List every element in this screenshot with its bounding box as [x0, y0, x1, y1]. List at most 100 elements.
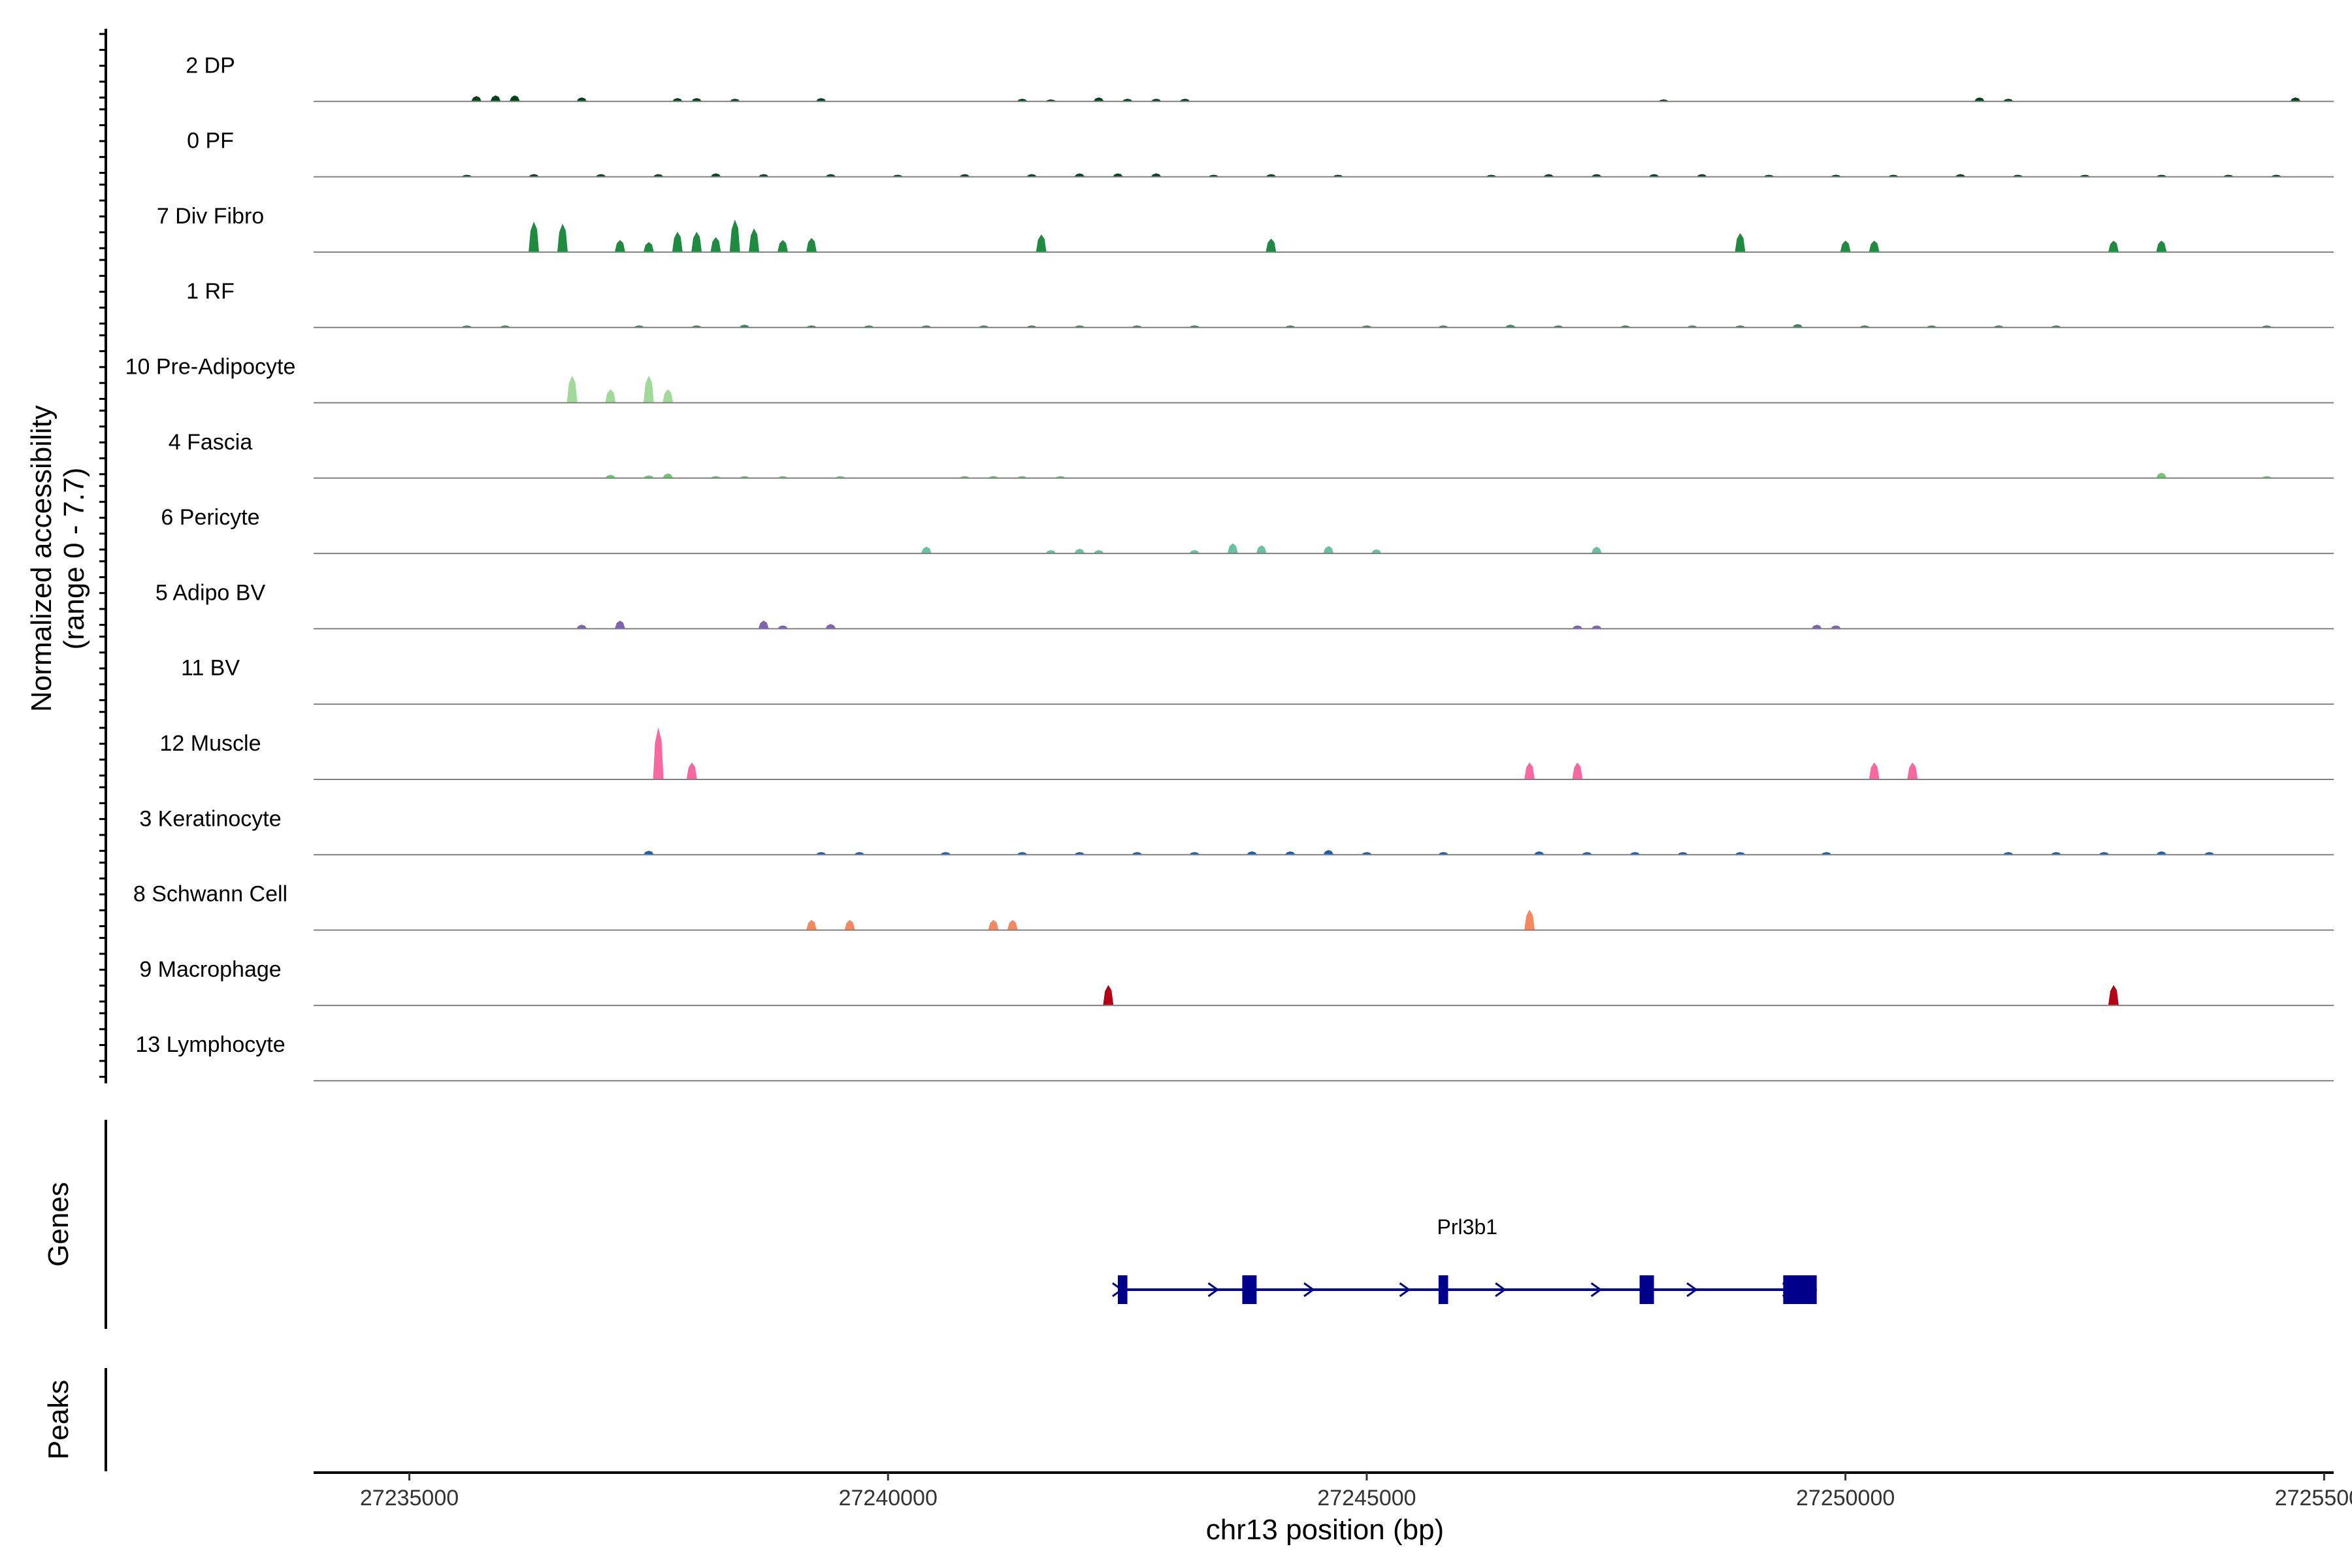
coverage-peak [1572, 625, 1583, 629]
coverage-peak [1074, 173, 1085, 177]
track-13: 9 Macrophage [139, 957, 2334, 1006]
coverage-peak [710, 173, 721, 177]
coverage-peak [1323, 546, 1334, 554]
coverage-peak [729, 99, 740, 102]
gene-exon [1639, 1275, 1654, 1304]
coverage-peak [471, 95, 482, 102]
coverage-peak [576, 625, 587, 629]
coverage-peak [1036, 234, 1047, 252]
strand-arrow [1207, 1282, 1220, 1298]
gene-exon [1783, 1275, 1817, 1304]
coverage-peak [825, 174, 836, 177]
coverage-peak [1629, 852, 1641, 855]
track-label: 11 BV [181, 656, 240, 681]
coverage-peak [2099, 852, 2110, 855]
coverage-peak [1074, 852, 1085, 855]
coverage-peak [1093, 97, 1104, 102]
coverage-peak [1677, 852, 1688, 855]
gene-exon [1117, 1275, 1128, 1304]
coverage-peak [806, 238, 817, 252]
coverage-peak [605, 474, 616, 478]
coverage-peak [2002, 99, 2014, 102]
genes-panel-title: Genes [42, 1182, 74, 1267]
coverage-peak [2108, 240, 2119, 252]
coverage-peak [815, 852, 826, 855]
coverage-peak [1572, 762, 1583, 779]
coverage-peak [1017, 99, 1028, 102]
coverage-peak [940, 852, 951, 855]
coverage-peak [1735, 852, 1746, 855]
coverage-peak [1591, 625, 1602, 629]
x-tick-label: 27240000 [839, 1486, 938, 1511]
coverage-peak [1869, 762, 1880, 779]
coverage-peak [1505, 325, 1516, 328]
coverage-peak [614, 240, 625, 252]
track-6: 4 Fascia [169, 430, 2334, 479]
coverage-peak [1821, 852, 1832, 855]
coverage-peak [806, 920, 817, 930]
coverage-peak [2156, 472, 2167, 478]
coverage-peak [1227, 543, 1238, 554]
coverage-peak [1122, 99, 1133, 102]
track-11: 3 Keratinocyte [139, 806, 2334, 856]
track-label: 8 Schwann Cell [133, 882, 287, 907]
coverage-peak [686, 762, 697, 779]
coverage-peak [566, 375, 578, 403]
coverage-peak [739, 325, 750, 328]
coverage-peak [2051, 852, 2062, 855]
coverage-peak [1093, 549, 1104, 554]
coverage-peak [1543, 174, 1554, 177]
coverage-peak [729, 220, 740, 252]
coverage-peak [1189, 549, 1200, 554]
coverage-peak [557, 223, 568, 252]
track-label: 12 Muscle [160, 731, 261, 756]
peaks-panel-title: Peaks [42, 1380, 74, 1460]
coverage-peak [1266, 238, 1277, 252]
coverage-peak [758, 174, 769, 177]
track-label: 6 Pericyte [161, 505, 259, 530]
coverage-peak [1323, 850, 1334, 855]
coverage-peak [1735, 233, 1746, 252]
x-axis-title: chr13 position (bp) [1206, 1514, 1444, 1546]
coverage-tracks: 2 DP 0 PF 7 Div Fibro 1 RF 10 Pre-Adipocyte 4… [125, 53, 2334, 1082]
coverage-peak [490, 95, 501, 102]
coverage-peak [1151, 99, 1162, 102]
coverage-peak [1591, 174, 1602, 177]
x-tick-label: 27245000 [1317, 1486, 1416, 1511]
strand-arrow [1399, 1282, 1411, 1298]
coverage-peak [605, 389, 616, 403]
coverage-peak [1811, 625, 1822, 629]
coverage-peak [1247, 851, 1258, 855]
coverage-peak [1591, 546, 1602, 554]
track-label: 9 Macrophage [139, 957, 281, 982]
track-label: 2 DP [186, 53, 235, 78]
gene-name-label: Prl3b1 [1437, 1215, 1498, 1239]
x-tick-label: 27235000 [360, 1486, 459, 1511]
coverage-peak [653, 727, 664, 779]
coverage-peak [2204, 852, 2215, 855]
coverage-peak [691, 98, 702, 102]
coverage-peak [653, 174, 664, 177]
coverage-peak [1132, 852, 1143, 855]
coverage-peak [1524, 762, 1535, 779]
coverage-peak [1074, 548, 1085, 554]
coverage-peak [1017, 852, 1028, 855]
coverage-peak [643, 475, 654, 478]
coverage-peak [854, 852, 865, 855]
track-7: 6 Pericyte [161, 505, 2334, 555]
coverage-peak [2108, 985, 2119, 1005]
coverage-peak [643, 851, 654, 855]
coverage-peak [1361, 852, 1372, 855]
coverage-peak [643, 242, 654, 252]
track-8: 5 Adipo BV [155, 580, 2334, 630]
track-label: 10 Pre-Adipocyte [125, 355, 296, 380]
gene-exon [1242, 1275, 1257, 1304]
coverage-peak [672, 231, 683, 252]
coverage-peak [529, 174, 540, 177]
gene-exon [1438, 1275, 1448, 1304]
coverage-peak [1112, 173, 1123, 177]
coverage-peak [1840, 240, 1851, 252]
coverage-peak [595, 174, 606, 177]
coverage-peak [825, 624, 836, 629]
coverage-peak [1371, 549, 1382, 554]
